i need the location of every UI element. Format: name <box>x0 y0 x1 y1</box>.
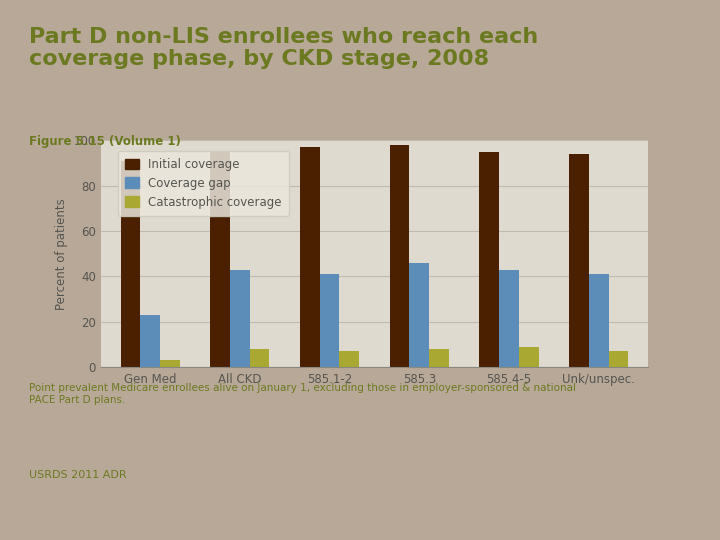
Bar <box>300 147 320 367</box>
Text: Figure 5.15 (Volume 1): Figure 5.15 (Volume 1) <box>29 135 181 148</box>
Y-axis label: Percent of patients: Percent of patients <box>55 198 68 309</box>
Legend: Initial coverage, Coverage gap, Catastrophic coverage: Initial coverage, Coverage gap, Catastro… <box>117 151 289 216</box>
Bar <box>339 352 359 367</box>
Bar <box>320 274 339 367</box>
Bar <box>499 269 519 367</box>
Bar <box>390 145 410 367</box>
Bar <box>140 315 160 367</box>
Bar <box>569 154 589 367</box>
Text: Part D non-LIS enrollees who reach each
coverage phase, by CKD stage, 2008: Part D non-LIS enrollees who reach each … <box>29 27 538 70</box>
Bar <box>230 269 250 367</box>
Text: USRDS 2011 ADR: USRDS 2011 ADR <box>29 470 127 480</box>
Bar <box>120 161 140 367</box>
Bar <box>589 274 608 367</box>
Bar <box>519 347 539 367</box>
Bar <box>608 352 629 367</box>
Bar <box>410 263 429 367</box>
Text: Point prevalent Medicare enrollees alive on January 1, excluding those in employ: Point prevalent Medicare enrollees alive… <box>29 383 576 405</box>
Bar <box>429 349 449 367</box>
Bar <box>160 360 180 367</box>
Bar <box>480 152 499 367</box>
Bar <box>250 349 269 367</box>
Bar <box>210 152 230 367</box>
